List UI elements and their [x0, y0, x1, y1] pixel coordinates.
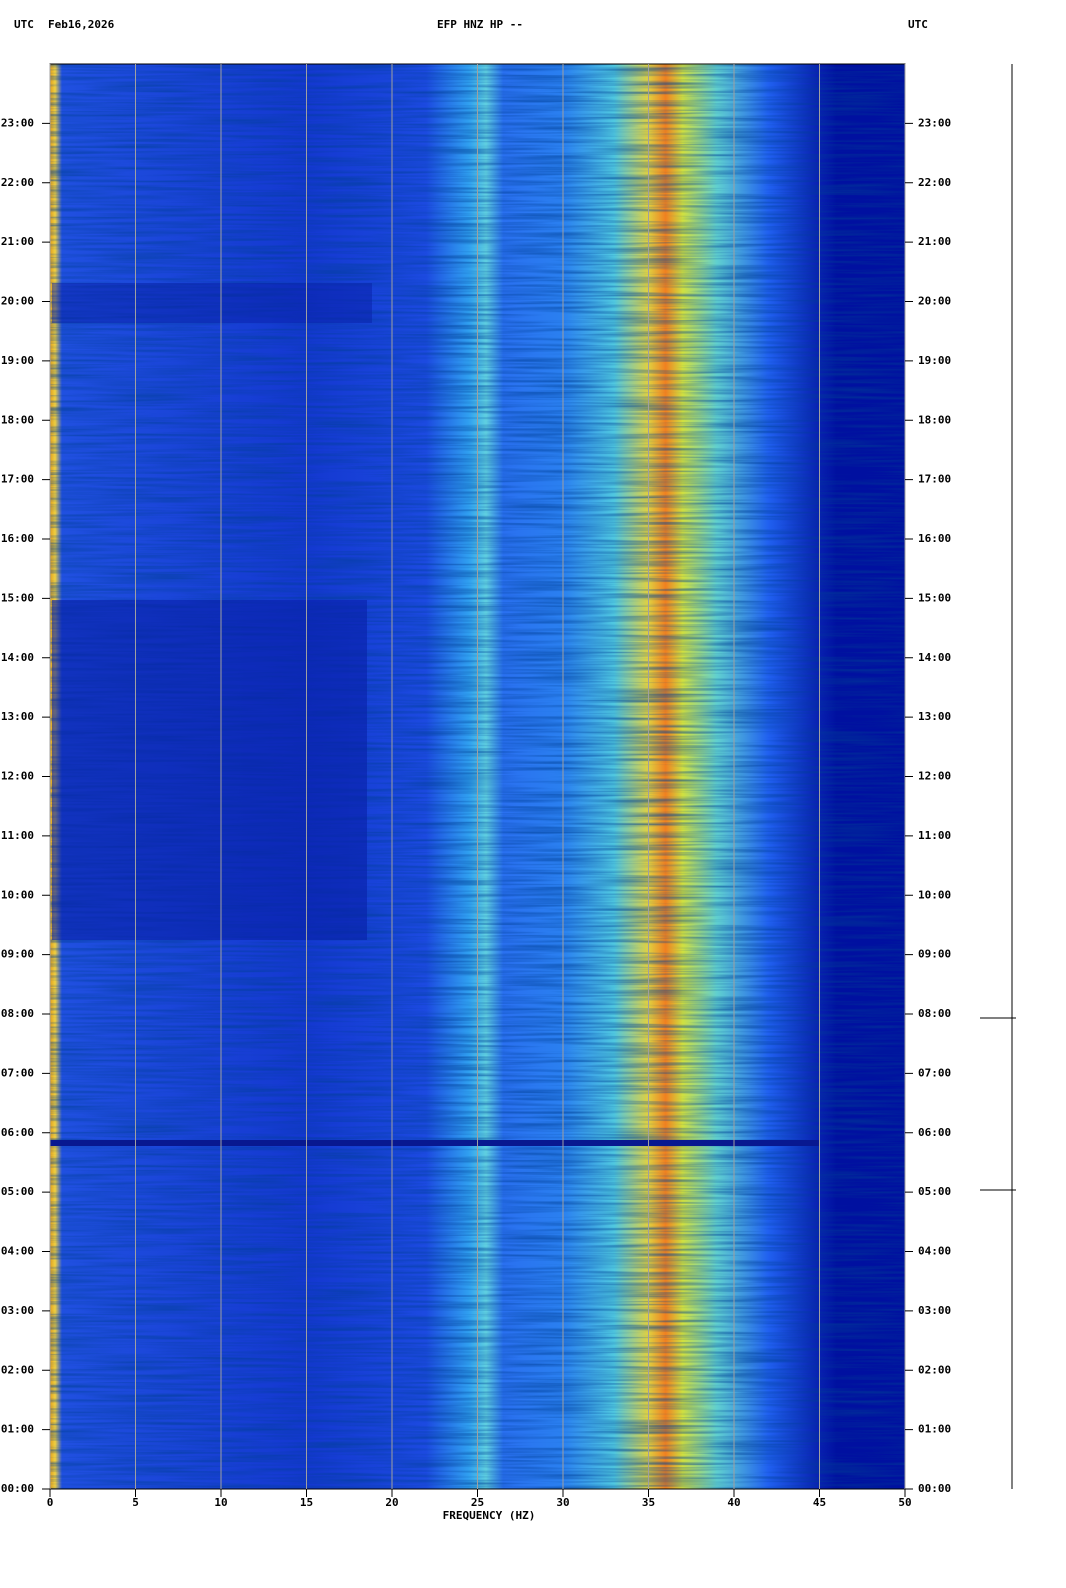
timezone-left: UTC — [14, 18, 34, 31]
x-tick-label: 5 — [132, 1496, 139, 1509]
x-tick-label: 40 — [727, 1496, 740, 1509]
y-tick-label: 08:00 — [918, 1007, 951, 1020]
quiet-region — [52, 600, 367, 940]
y-tick-label: 05:00 — [1, 1185, 34, 1198]
timezone-right: UTC — [908, 18, 928, 31]
y-tick-label: 00:00 — [1, 1482, 34, 1495]
y-tick-label: 19:00 — [1, 354, 34, 367]
y-tick-label: 09:00 — [918, 948, 951, 961]
y-tick-label: 02:00 — [918, 1363, 951, 1376]
y-tick-label: 20:00 — [918, 295, 951, 308]
y-tick-label: 06:00 — [1, 1126, 34, 1139]
x-tick-label: 30 — [556, 1496, 569, 1509]
y-tick-label: 17:00 — [918, 473, 951, 486]
y-tick-label: 07:00 — [918, 1066, 951, 1079]
x-axis-label: FREQUENCY (HZ) — [443, 1509, 536, 1522]
dropout — [50, 1140, 820, 1146]
x-tick-label: 10 — [214, 1496, 227, 1509]
y-tick-label: 11:00 — [1, 829, 34, 842]
y-tick-label: 13:00 — [1, 710, 34, 723]
chart-title: EFP HNZ HP -- — [437, 18, 523, 31]
x-tick-label: 15 — [300, 1496, 313, 1509]
x-tick-label: 45 — [813, 1496, 826, 1509]
y-tick-label: 13:00 — [918, 710, 951, 723]
y-tick-label: 16:00 — [918, 532, 951, 545]
y-tick-label: 23:00 — [1, 116, 34, 129]
y-tick-label: 17:00 — [1, 473, 34, 486]
y-tick-label: 15:00 — [918, 591, 951, 604]
date: Feb16,2026 — [48, 18, 115, 31]
y-tick-label: 10:00 — [1, 888, 34, 901]
y-tick-label: 07:00 — [1, 1066, 34, 1079]
y-tick-label: 18:00 — [918, 413, 951, 426]
y-tick-label: 08:00 — [1, 1007, 34, 1020]
x-tick-label: 20 — [385, 1496, 398, 1509]
y-tick-label: 05:00 — [918, 1185, 951, 1198]
y-tick-label: 14:00 — [1, 651, 34, 664]
y-tick-label: 01:00 — [1, 1423, 34, 1436]
y-tick-label: 19:00 — [918, 354, 951, 367]
x-tick-label: 50 — [898, 1496, 911, 1509]
y-tick-label: 03:00 — [918, 1304, 951, 1317]
y-tick-label: 16:00 — [1, 532, 34, 545]
y-tick-label: 04:00 — [918, 1245, 951, 1258]
y-tick-label: 11:00 — [918, 829, 951, 842]
y-tick-label: 03:00 — [1, 1304, 34, 1317]
y-tick-label: 01:00 — [918, 1423, 951, 1436]
y-tick-label: 12:00 — [1, 770, 34, 783]
y-tick-label: 15:00 — [1, 591, 34, 604]
y-tick-label: 14:00 — [918, 651, 951, 664]
x-tick-label: 25 — [471, 1496, 484, 1509]
y-tick-label: 02:00 — [1, 1363, 34, 1376]
y-tick-label: 06:00 — [918, 1126, 951, 1139]
y-tick-label: 09:00 — [1, 948, 34, 961]
y-tick-label: 21:00 — [918, 235, 951, 248]
y-tick-label: 04:00 — [1, 1245, 34, 1258]
y-tick-label: 10:00 — [918, 888, 951, 901]
y-tick-label: 22:00 — [1, 176, 34, 189]
x-tick-label: 0 — [47, 1496, 54, 1509]
y-tick-label: 21:00 — [1, 235, 34, 248]
y-tick-label: 20:00 — [1, 295, 34, 308]
y-tick-label: 23:00 — [918, 116, 951, 129]
y-tick-label: 00:00 — [918, 1482, 951, 1495]
quiet-region — [52, 283, 372, 323]
y-tick-label: 22:00 — [918, 176, 951, 189]
y-tick-label: 18:00 — [1, 413, 34, 426]
y-tick-label: 12:00 — [918, 770, 951, 783]
x-tick-label: 35 — [642, 1496, 655, 1509]
